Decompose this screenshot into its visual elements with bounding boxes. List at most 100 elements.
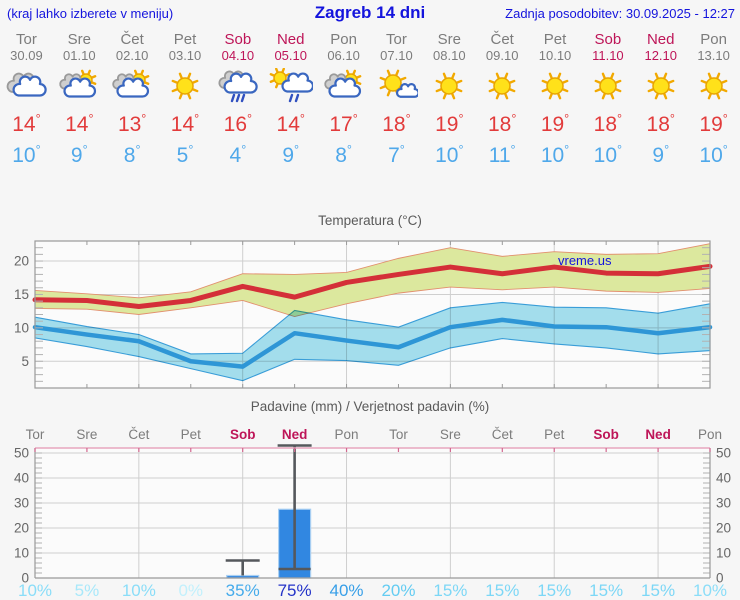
day-name: Ned bbox=[276, 31, 305, 48]
max-temp: 18° bbox=[646, 112, 675, 136]
precip-day-label: Ned bbox=[645, 427, 671, 442]
precip-y-tick-right: 10 bbox=[716, 546, 731, 561]
precip-probability: 0% bbox=[178, 581, 203, 600]
max-temp: 18° bbox=[382, 112, 411, 136]
day-column: Ned 12.10 18° 9° bbox=[634, 28, 687, 169]
precip-probability: 20% bbox=[381, 581, 415, 600]
degree-sign: ° bbox=[294, 143, 300, 157]
degree-sign: ° bbox=[510, 143, 516, 157]
precip-day-label: Pon bbox=[335, 427, 359, 442]
temp-chart-title: Temperatura (°C) bbox=[318, 213, 422, 228]
degree-sign: ° bbox=[458, 143, 464, 157]
degree-sign: ° bbox=[241, 143, 247, 157]
day-column: Sre 08.10 19° 10° bbox=[423, 28, 476, 169]
degree-sign: ° bbox=[617, 112, 623, 126]
max-temp: 14° bbox=[12, 112, 41, 136]
day-column: Tor 07.10 18° 7° bbox=[370, 28, 423, 169]
temperature-chart: 5 10 15 20 vreme.us bbox=[14, 240, 713, 389]
temp-y-tick: 5 bbox=[21, 354, 29, 369]
last-update: Zadnja posodobitev: 30.09.2025 - 12:27 bbox=[505, 6, 735, 21]
min-temp: 10° bbox=[435, 143, 464, 167]
partly-cloudy-icon bbox=[323, 69, 361, 98]
precip-day-label: Sob bbox=[230, 427, 256, 442]
day-date: 06.10 bbox=[327, 48, 360, 63]
rain-icon bbox=[218, 70, 258, 103]
degree-sign: ° bbox=[458, 112, 464, 126]
degree-sign: ° bbox=[564, 143, 570, 157]
degree-sign: ° bbox=[669, 112, 675, 126]
precip-probability: 35% bbox=[226, 581, 260, 600]
day-column: Pon 06.10 17° 8° bbox=[317, 28, 370, 169]
max-temp: 13° bbox=[117, 112, 147, 136]
mostly-sunny-icon bbox=[380, 69, 419, 98]
min-temp: 5° bbox=[176, 143, 194, 167]
precip-probability: 15% bbox=[641, 581, 675, 600]
precip-day-label: Tor bbox=[26, 427, 45, 442]
degree-sign: ° bbox=[617, 143, 623, 157]
sun-rain-icon bbox=[269, 68, 313, 103]
precip-probability: 10% bbox=[18, 581, 52, 600]
day-name: Sre bbox=[437, 31, 461, 48]
temp-y-tick: 20 bbox=[14, 254, 29, 269]
partly-cloudy-icon bbox=[59, 69, 97, 98]
min-temp: 10° bbox=[593, 143, 623, 167]
degree-sign: ° bbox=[135, 143, 141, 157]
sunny-icon bbox=[435, 72, 463, 100]
precip-day-label: Sre bbox=[76, 427, 97, 442]
precip-probability: 15% bbox=[589, 581, 623, 600]
day-date: 09.10 bbox=[485, 48, 519, 63]
max-temp: 19° bbox=[540, 112, 570, 136]
day-date: 03.10 bbox=[168, 48, 202, 63]
day-name: Sre bbox=[67, 31, 91, 48]
day-column: Sob 11.10 18° 10° bbox=[581, 28, 634, 169]
precip-day-label: Pet bbox=[181, 427, 202, 442]
precip-day-label: Sob bbox=[593, 427, 619, 442]
min-temp: 9° bbox=[282, 143, 300, 167]
degree-sign: ° bbox=[405, 112, 411, 126]
degree-sign: ° bbox=[141, 112, 147, 126]
min-temp: 10° bbox=[699, 143, 728, 167]
degree-sign: ° bbox=[247, 112, 253, 126]
temp-y-tick: 15 bbox=[14, 287, 29, 302]
day-column: Pon 13.10 19° 10° bbox=[687, 28, 740, 169]
precip-day-label: Tor bbox=[389, 427, 408, 442]
day-name: Čet bbox=[120, 31, 144, 48]
max-temp: 14° bbox=[65, 112, 94, 136]
precip-y-tick-left: 20 bbox=[14, 521, 29, 536]
watermark: vreme.us bbox=[558, 253, 612, 268]
precip-chart-title: Padavine (mm) / Verjetnost padavin (%) bbox=[250, 399, 490, 414]
precip-probability: 75% bbox=[278, 581, 312, 600]
degree-sign: ° bbox=[399, 143, 405, 157]
min-temp: 4° bbox=[229, 143, 247, 167]
day-date: 01.10 bbox=[63, 48, 96, 63]
degree-sign: ° bbox=[722, 143, 728, 157]
sunny-icon bbox=[700, 72, 727, 100]
day-date: 13.10 bbox=[697, 48, 730, 63]
precip-day-label: Pet bbox=[544, 427, 565, 442]
min-temp: 8° bbox=[123, 143, 141, 167]
cloudy-icon bbox=[7, 72, 48, 97]
precip-day-label: Sre bbox=[440, 427, 461, 442]
degree-sign: ° bbox=[346, 143, 352, 157]
day-name: Pet bbox=[173, 31, 197, 48]
day-date: 04.10 bbox=[221, 48, 255, 63]
precip-y-tick-right: 0 bbox=[716, 571, 724, 586]
partly-cloudy-icon bbox=[112, 69, 150, 98]
precip-day-label: Čet bbox=[492, 427, 513, 442]
day-date: 10.10 bbox=[538, 48, 572, 63]
precip-y-tick-left: 10 bbox=[14, 546, 29, 561]
max-temp: 14° bbox=[170, 112, 200, 136]
sunny-icon bbox=[594, 72, 622, 100]
max-temp: 17° bbox=[329, 112, 358, 136]
max-temp: 19° bbox=[435, 112, 464, 136]
day-name: Pon bbox=[700, 31, 727, 48]
precip-probability: 15% bbox=[537, 581, 571, 600]
precip-y-tick-left: 30 bbox=[14, 496, 29, 511]
day-name: Sob bbox=[594, 31, 622, 48]
precip-probability: 10% bbox=[693, 581, 727, 600]
precip-day-label: Pon bbox=[698, 427, 722, 442]
degree-sign: ° bbox=[299, 112, 305, 126]
day-name: Tor bbox=[16, 31, 37, 48]
min-temp: 9° bbox=[70, 143, 88, 167]
